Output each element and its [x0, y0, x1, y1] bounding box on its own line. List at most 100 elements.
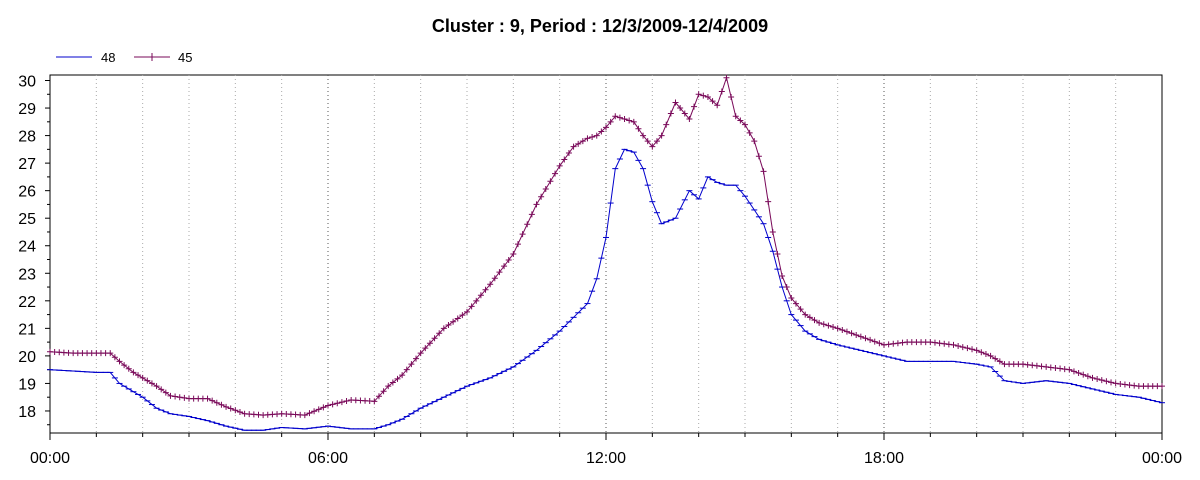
- data-point: [802, 311, 809, 318]
- data-point: [1020, 361, 1026, 368]
- data-point: [667, 110, 674, 117]
- data-point: [936, 340, 943, 347]
- y-tick-label: 21: [18, 321, 36, 338]
- data-point: [1080, 371, 1087, 378]
- y-tick-label: 18: [18, 404, 36, 421]
- data-point: [209, 397, 216, 404]
- data-point: [524, 221, 531, 228]
- data-point: [982, 351, 989, 358]
- data-point: [714, 102, 721, 109]
- data-point: [334, 400, 341, 407]
- data-point: [496, 269, 503, 276]
- data-point: [107, 350, 114, 357]
- data-point: [598, 128, 605, 135]
- data-point: [218, 401, 225, 408]
- data-point: [760, 168, 767, 175]
- data-point: [672, 99, 679, 106]
- data-point: [890, 340, 897, 347]
- data-point: [505, 257, 512, 264]
- data-point: [514, 241, 521, 248]
- data-point: [867, 336, 874, 343]
- data-point: [658, 132, 665, 139]
- data-point: [945, 341, 952, 348]
- data-point: [1075, 369, 1082, 376]
- data-point: [487, 281, 494, 288]
- data-point: [306, 410, 313, 417]
- data-point: [408, 361, 415, 368]
- series-group: [47, 74, 1165, 431]
- data-point: [491, 275, 498, 282]
- data-point: [329, 401, 336, 408]
- data-point: [1098, 377, 1105, 384]
- data-point: [125, 365, 132, 372]
- data-point: [1103, 378, 1110, 385]
- data-point: [691, 103, 698, 110]
- data-point: [385, 383, 392, 390]
- data-point: [649, 143, 656, 150]
- data-point: [1043, 363, 1050, 370]
- data-point: [325, 402, 331, 409]
- data-point: [742, 121, 748, 128]
- data-point: [635, 125, 642, 132]
- data-point: [653, 138, 660, 145]
- legend-label-45: 45: [178, 50, 192, 65]
- data-point: [862, 335, 869, 342]
- data-point: [135, 372, 142, 379]
- y-tick-label: 26: [18, 184, 36, 201]
- data-point: [144, 377, 151, 384]
- data-point: [552, 170, 559, 177]
- data-point: [626, 117, 633, 124]
- data-point: [528, 211, 535, 218]
- data-point: [663, 121, 670, 128]
- data-point: [227, 405, 234, 412]
- data-point: [885, 341, 892, 348]
- x-axis: 00:00 06:00 12:00 18:00 00:00: [30, 433, 1182, 467]
- data-point: [728, 94, 735, 101]
- data-point: [857, 333, 864, 340]
- data-point: [519, 231, 526, 238]
- data-point: [162, 389, 169, 396]
- data-point: [482, 286, 489, 293]
- data-point: [501, 263, 508, 270]
- x-tick-label: 12:00: [586, 450, 626, 467]
- data-point: [616, 114, 623, 121]
- data-point: [695, 91, 702, 98]
- data-point: [1089, 374, 1096, 381]
- data-point: [681, 110, 688, 117]
- data-point: [422, 345, 429, 352]
- data-point: [320, 404, 327, 411]
- data-point: [881, 341, 887, 348]
- data-point: [640, 132, 647, 139]
- data-point: [153, 383, 160, 390]
- data-point: [343, 398, 350, 405]
- data-point: [783, 284, 790, 291]
- data-point: [454, 315, 461, 322]
- y-tick-label: 20: [18, 349, 36, 366]
- data-point: [473, 297, 480, 304]
- data-point: [987, 352, 994, 359]
- data-point: [718, 88, 725, 95]
- series-markers-45: [47, 74, 1165, 419]
- data-point: [176, 394, 183, 401]
- data-point: [375, 393, 382, 400]
- data-point: [389, 379, 396, 386]
- data-point: [403, 366, 410, 373]
- data-point: [1108, 379, 1115, 386]
- data-point: [172, 393, 179, 400]
- data-point: [181, 394, 188, 401]
- data-point: [570, 143, 577, 150]
- x-tick-label: 00:00: [30, 450, 70, 467]
- data-point: [436, 330, 443, 337]
- data-point: [1029, 362, 1036, 369]
- data-point: [1112, 380, 1119, 387]
- plot-area: [49, 74, 1163, 434]
- y-tick-label: 19: [18, 376, 36, 393]
- data-point: [955, 342, 962, 349]
- data-point: [927, 339, 934, 346]
- data-point: [547, 178, 554, 185]
- data-point: [816, 319, 823, 326]
- data-point: [1052, 365, 1059, 372]
- data-point: [477, 292, 484, 299]
- data-point: [746, 129, 753, 136]
- chart-title: Cluster : 9, Period : 12/3/2009-12/4/200…: [432, 16, 768, 36]
